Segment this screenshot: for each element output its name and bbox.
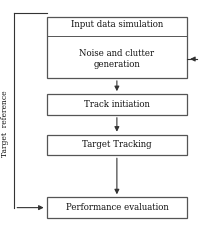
Text: Noise and clutter
generation: Noise and clutter generation bbox=[79, 49, 154, 69]
Bar bbox=[47, 94, 187, 115]
Text: Track initiation: Track initiation bbox=[84, 100, 150, 109]
Bar bbox=[47, 197, 187, 218]
Text: Performance evaluation: Performance evaluation bbox=[65, 203, 168, 212]
Bar bbox=[47, 135, 187, 155]
Text: Target  reference: Target reference bbox=[1, 90, 9, 157]
Text: Target Tracking: Target Tracking bbox=[82, 141, 152, 149]
Text: Input data simulation: Input data simulation bbox=[71, 20, 163, 29]
Bar bbox=[47, 17, 187, 78]
